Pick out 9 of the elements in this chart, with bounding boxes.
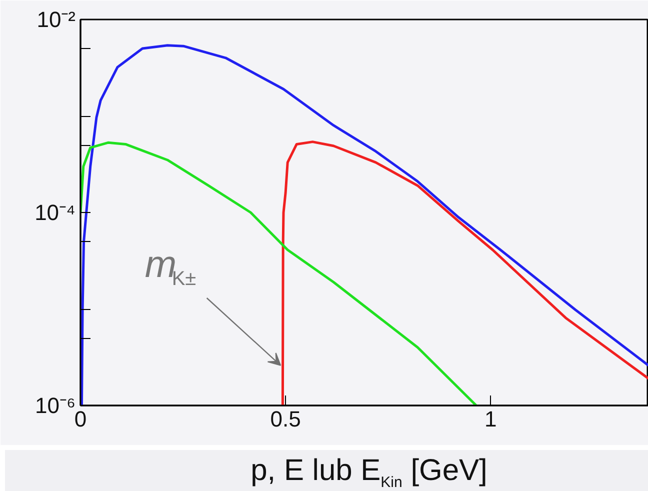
y-tick-label: 10⁻⁴: [34, 200, 76, 225]
line-series: [80, 141, 478, 406]
x-tick-label: 0: [74, 406, 87, 432]
x-tick-label: 1: [484, 406, 497, 432]
x-tick-label: 0.5: [270, 406, 301, 432]
x-axis-title: p, E lub E$_{Kin}$ [GeV]: [250, 453, 488, 491]
line-series: [281, 140, 648, 406]
y-tick-label: 10⁻²: [36, 7, 76, 32]
y-tick-label: 10⁻⁶: [34, 393, 76, 418]
